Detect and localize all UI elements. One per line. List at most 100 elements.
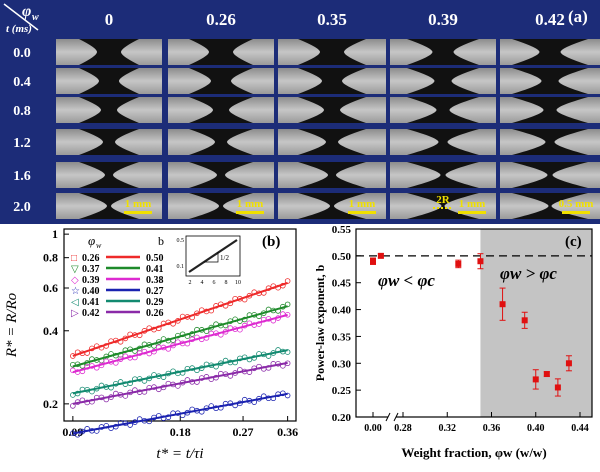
panel-c-y-tick-1: 0.25	[332, 385, 352, 397]
inset-y-tick-1: 0.5	[177, 238, 185, 244]
panel-b-ticks: 0.09 0.18 0.27 0.360.20.40.60.81	[43, 227, 298, 439]
scale-label-2: 1 mm	[349, 198, 376, 210]
radius-label: 2R	[436, 194, 451, 206]
frame-phi-4-t-0	[500, 39, 600, 65]
series-phi-0.26	[70, 278, 291, 359]
data-point-3	[477, 253, 484, 270]
legend-phi-sub: w	[96, 241, 102, 250]
panel-c-y-tick-3: 0.35	[332, 331, 352, 343]
axis-break-gap	[388, 413, 396, 421]
legend-marker-3: ☆	[71, 286, 80, 297]
frame-phi-2-t-4	[278, 162, 386, 188]
frame-phi-4-t-1	[500, 68, 600, 94]
data-point-9	[565, 355, 572, 372]
data-point-6	[532, 369, 539, 390]
t-value-2: 0.8	[13, 104, 31, 119]
series-0.39-point-0	[70, 367, 76, 374]
series-0.41-point-45	[284, 349, 291, 355]
panel-b-legend: φ w b□ 0.26 0.50▽ 0.37 0.41◇ 0.39 0.38☆ 0.40 0.27◁…	[71, 233, 164, 319]
legend-phi-5: 0.42	[82, 308, 100, 319]
panel-b-x-tick-3: 0.36	[277, 425, 298, 439]
series-phi-0.41	[70, 347, 291, 398]
series-0.37-fit	[72, 305, 288, 368]
data-point-7	[543, 371, 550, 378]
panel-c-x-tick-2: 0.32	[439, 423, 457, 434]
scale-label-3: 1 mm	[459, 198, 486, 210]
panel-b-x-axis-label: t* = t/τi	[156, 446, 203, 462]
region-right-label: φw > φc	[500, 264, 557, 283]
marker-2	[455, 260, 462, 267]
data-point-2	[455, 259, 462, 269]
panel-b-y-tick-3: 0.8	[43, 251, 58, 265]
frame-phi-4-t-2	[500, 97, 600, 123]
legend-phi-title: φ	[88, 233, 95, 248]
marker-6	[532, 376, 539, 383]
frame-phi-0-t-0	[56, 39, 162, 65]
panel-c-y-tick-4: 0.40	[332, 305, 352, 317]
panel-c-x-tick-5: 0.44	[571, 423, 589, 434]
t-value-4: 1.6	[13, 169, 31, 184]
inset-x-tick-1: 4	[201, 280, 204, 286]
data-point-8	[554, 378, 561, 397]
panel-c-y-tick-6: 0.50	[332, 251, 352, 263]
phi-value-0: 0	[105, 10, 114, 29]
data-point-5	[521, 311, 528, 329]
data-point-0	[370, 257, 376, 265]
panel-c-ticks: 0.00 0.28 0.32 0.36 0.40 0.44 0.20 0.25 0.30 0.35…	[332, 224, 589, 434]
phi-value-1: 0.26	[206, 10, 236, 29]
legend-b-2: 0.38	[146, 275, 164, 286]
inset-data-line	[188, 239, 238, 273]
t-value-3: 1.2	[13, 136, 31, 151]
series-phi-0.39	[70, 311, 291, 375]
frame-phi-0-t-4	[56, 162, 162, 188]
frame-phi-1-t-3	[168, 129, 274, 155]
legend-b-5: 0.26	[146, 308, 164, 319]
data-point-1	[377, 252, 384, 259]
frame-phi-1-t-2	[168, 97, 274, 123]
frame-phi-0-t-3	[56, 129, 162, 155]
legend-phi-4: 0.41	[82, 297, 100, 308]
scale-bar-3: 1 mm	[458, 198, 486, 214]
marker-3	[477, 258, 484, 265]
panel-c-x-tick-4: 0.40	[527, 423, 545, 434]
frame-phi-1-t-4	[168, 162, 274, 188]
t-value-1: 0.4	[13, 75, 31, 90]
frame-phi-0-t-5	[56, 193, 162, 219]
panel-b-y-tick-1: 0.4	[43, 324, 58, 338]
marker-5	[521, 317, 528, 324]
scale-label-4: 0.5 mm	[559, 198, 594, 210]
panel-b-y-tick-2: 0.6	[43, 281, 58, 295]
marker-7	[543, 371, 550, 378]
t-value-0: 0.0	[13, 46, 31, 61]
frame-phi-1-t-0	[168, 39, 274, 65]
inset-x-tick-4: 10	[235, 280, 241, 286]
panel-c-y-tick-2: 0.30	[332, 358, 352, 370]
panel-c-plot-frame	[355, 228, 593, 418]
marker-9	[565, 360, 572, 367]
corner-diagonal	[3, 3, 39, 31]
frame-phi-2-t-2	[278, 97, 386, 123]
series-phi-0.42	[70, 360, 291, 409]
legend-phi-2: 0.39	[82, 275, 100, 286]
legend-marker-5: ▷	[71, 308, 79, 319]
marker-0	[370, 258, 376, 265]
legend-marker-1: ▽	[71, 264, 79, 275]
panel-b-y-axis-label: R* = R/Ro	[4, 292, 20, 358]
axis-break-mark-2	[393, 412, 399, 422]
scale-bar-4: 0.5 mm	[559, 198, 594, 214]
phi-header-symbol: φ	[22, 3, 31, 20]
data-point-4	[499, 287, 506, 321]
marker-8	[554, 384, 561, 391]
phi-header-sub: w	[32, 12, 39, 23]
panel-c-y-tick-7: 0.55	[332, 224, 352, 236]
t-header: t (ms)	[6, 23, 32, 35]
panel-a: φ w t (ms) (a) 0 0.26 0.35 0.39 0.42 0.00.40…	[0, 0, 600, 224]
legend-phi-3: 0.40	[82, 286, 100, 297]
panel-b-inset: 2 4 6 8 10 0.1 0.5 1/2	[177, 235, 241, 286]
frame-phi-0-t-1	[56, 68, 162, 94]
column-headers: 0 0.26 0.35 0.39 0.42	[105, 10, 565, 29]
frame-phi-3-t-5	[390, 193, 496, 219]
panel-c-x-tick-3: 0.36	[483, 423, 501, 434]
panel-c: 0.00 0.28 0.32 0.36 0.40 0.44 0.20 0.25 0.30 0.35…	[306, 224, 600, 467]
